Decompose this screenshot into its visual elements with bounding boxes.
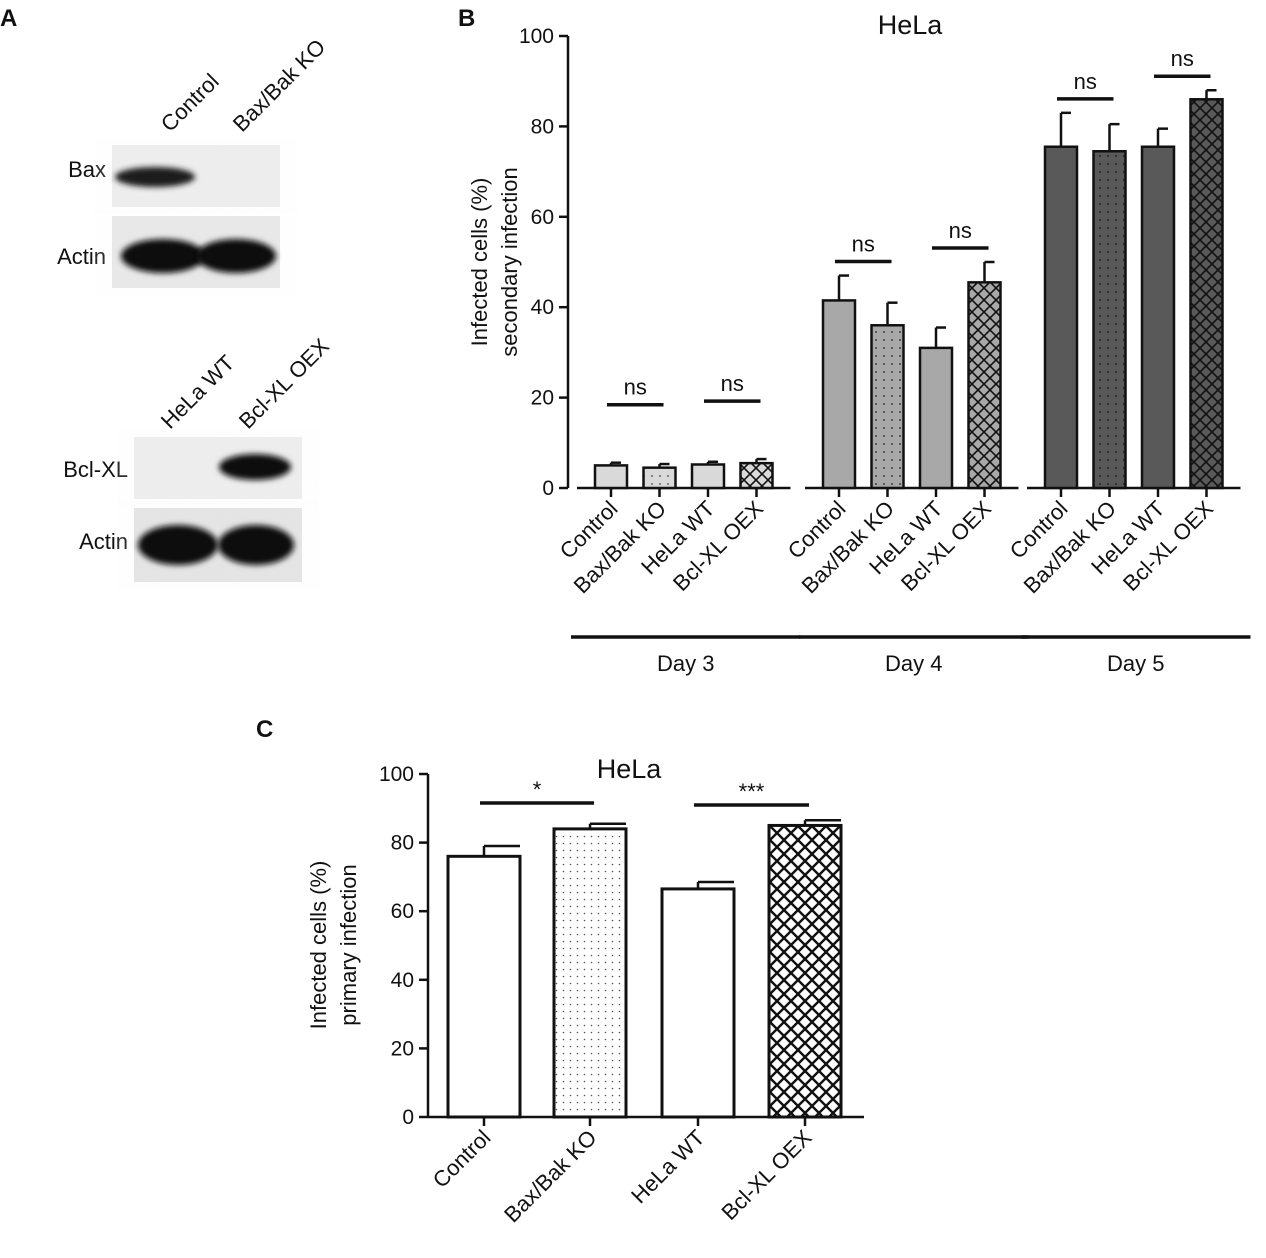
blot2-row-label-bclxl: Bcl-XL [63, 457, 128, 482]
blot1-actin-band-baxbak [196, 239, 276, 273]
panel-a: A Control Bax/Bak KO Bax Actin HeLa WT B… [0, 5, 334, 582]
chart-c-bar [446, 854, 522, 1119]
chart-c-y-tick-label: 100 [379, 763, 414, 786]
chart-c-significance-label: * [533, 777, 542, 802]
chart-c-category-label: Bax/Bak KO [499, 1125, 601, 1227]
chart-c-y-tick-label: 60 [391, 900, 414, 923]
blot1-actin-membrane [112, 216, 280, 288]
blot2-bclxl-band-oex [219, 454, 291, 480]
panel-letter-c: C [256, 716, 273, 743]
chart-b-group-label: Day 4 [885, 651, 942, 676]
chart-b-bar [1189, 98, 1224, 490]
blot2-actin-band-oex [218, 525, 294, 565]
chart-b-y-tick-label: 100 [519, 25, 554, 48]
chart-c-bar [660, 887, 736, 1119]
chart-c-y-tick-label: 20 [391, 1037, 414, 1060]
chart-c-bar [767, 823, 843, 1119]
chart-b-bar [690, 463, 726, 490]
chart-b-y-tick-label: 20 [531, 387, 554, 410]
chart-b-significance-label: ns [1074, 69, 1097, 94]
blot2-row-label-actin: Actin [79, 529, 128, 554]
chart-c-category-label: Control [428, 1125, 496, 1193]
chart-c-category-label: Bcl-XL OEX [716, 1125, 816, 1225]
chart-b-bar [1092, 150, 1127, 490]
chart-b-title: HeLa [878, 10, 944, 40]
blot1-lane-label-baxbak: Bax/Bak KO [228, 34, 330, 136]
chart-b-significance-label: ns [852, 232, 875, 257]
blot2-lane-label-helawt: HeLa WT [156, 350, 239, 433]
chart-b-significance-label: ns [624, 375, 647, 400]
blot1-bax-band-control [115, 167, 195, 187]
chart-c-bar [552, 827, 628, 1119]
blot1-actin-band-control [121, 239, 205, 273]
chart-c-significance-label: *** [739, 779, 765, 804]
chart-c-title: HeLa [597, 754, 663, 784]
chart-c-y-tick-label: 0 [402, 1106, 414, 1129]
blot1-lane-label-control: Control [156, 69, 224, 137]
chart-b-significance-label: ns [1171, 46, 1194, 71]
blot1-row-label-bax: Bax [68, 157, 106, 182]
chart-b-ylabel-line2: secondary infection [497, 167, 522, 357]
chart-b-bar [739, 461, 774, 490]
chart-b-bar [1140, 145, 1176, 490]
chart-c-ylabel-line1: Infected cells (%) [306, 861, 331, 1030]
blot2-lane-label-bclxl: Bcl-XL OEX [234, 333, 334, 433]
panel-b-chart: B HeLa Infected cells (%) secondary infe… [458, 5, 1251, 676]
chart-b-y-tick-label: 40 [531, 296, 554, 319]
chart-b-bar [918, 346, 954, 490]
chart-b-y-tick-label: 80 [531, 115, 554, 138]
chart-b-group-label: Day 5 [1107, 651, 1164, 676]
chart-b-y-tick-label: 60 [531, 206, 554, 229]
chart-c-ylabel-line2: primary infection [336, 864, 361, 1025]
blot2-actin-membrane [134, 508, 302, 582]
chart-c-y-tick-label: 40 [391, 969, 414, 992]
panel-letter-a: A [0, 5, 17, 32]
blot2-actin-band-wt [138, 525, 218, 565]
chart-b-significance-label: ns [949, 218, 972, 243]
blot1-bax-membrane [112, 145, 280, 207]
blot1-row-label-actin: Actin [57, 244, 106, 269]
chart-b-significance-label: ns [721, 371, 744, 396]
panel-letter-b: B [458, 5, 475, 32]
chart-b-bar [642, 466, 677, 490]
chart-b-bar [593, 464, 629, 490]
chart-b-bar [821, 299, 857, 490]
chart-b-bar [1043, 145, 1079, 490]
chart-b-ylabel-line1: Infected cells (%) [467, 178, 492, 347]
chart-b-group-label: Day 3 [657, 651, 714, 676]
blot2-bclxl-membrane [134, 437, 302, 499]
panel-c-chart: C HeLa Infected cells (%) primary infect… [256, 716, 864, 1227]
chart-b-bar [870, 324, 905, 490]
chart-c-y-tick-label: 80 [391, 832, 414, 855]
chart-b-y-tick-label: 0 [542, 477, 554, 500]
chart-b-bar [967, 281, 1002, 490]
chart-c-category-label: HeLa WT [626, 1125, 709, 1208]
